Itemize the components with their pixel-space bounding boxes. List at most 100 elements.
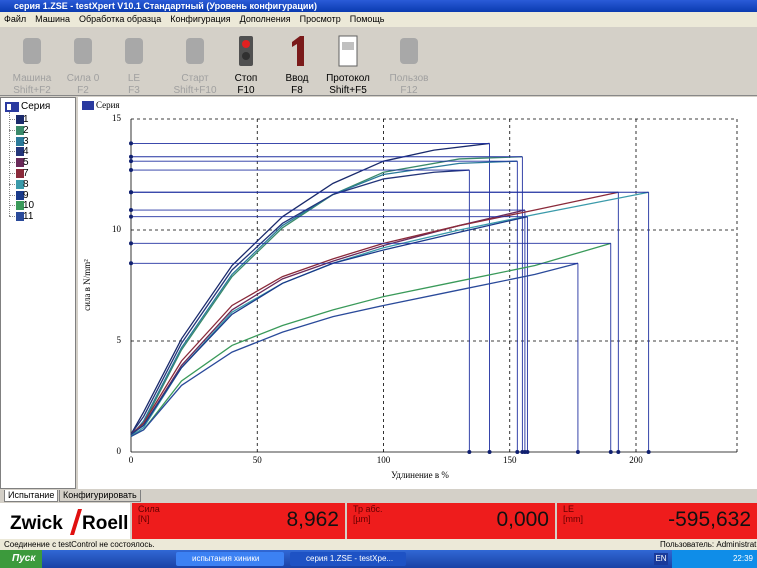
button-icon	[394, 34, 424, 68]
tree-trunk	[9, 112, 10, 216]
task-button[interactable]: серия 1.ZSE - testXpe...	[290, 552, 406, 566]
readout-unit: [mm]	[563, 514, 583, 524]
tree-item[interactable]: 4	[23, 146, 29, 157]
menu-item[interactable]: Дополнения	[240, 14, 291, 24]
tree-item[interactable]: 3	[23, 136, 29, 147]
icon-shape	[400, 38, 418, 64]
button-icon	[180, 34, 210, 68]
break-marker-y	[129, 168, 133, 172]
root-icon	[5, 102, 19, 112]
y-tick-label: 0	[117, 446, 122, 456]
series-line	[131, 192, 618, 434]
tree-item[interactable]: 5	[23, 157, 29, 168]
break-marker-x	[616, 450, 620, 454]
menu-item[interactable]: Просмотр	[300, 14, 341, 24]
button-label: Старт	[171, 73, 219, 84]
button-icon	[17, 34, 47, 68]
button-label: Стоп	[222, 73, 270, 84]
icon-shape	[23, 38, 41, 64]
task-button[interactable]: испытания хиники	[176, 552, 284, 566]
tree-item[interactable]: 7	[23, 168, 29, 179]
menu-item[interactable]: Файл	[4, 14, 26, 24]
button-icon	[333, 34, 363, 68]
button-key: F12	[385, 85, 433, 96]
x-tick-label: 150	[503, 455, 517, 465]
tree-item[interactable]: 8	[23, 179, 29, 190]
brand-right: Roell	[82, 513, 128, 535]
icon-shape	[125, 38, 143, 64]
tab[interactable]: Испытание	[4, 490, 58, 502]
tree-item[interactable]: 10	[23, 200, 34, 211]
readout-unit: [N]	[138, 514, 150, 524]
status-message: Соединение с testControl не состоялось.	[4, 539, 155, 550]
icon-shape	[74, 38, 92, 64]
chart-icon	[82, 101, 94, 110]
break-marker-x	[525, 450, 529, 454]
icon-shape	[242, 52, 250, 60]
readout-panel: Тр абс.[µm]0,000	[345, 503, 555, 539]
break-marker-x	[488, 450, 492, 454]
icon-shape	[292, 36, 304, 66]
readout-value: -595,632	[668, 508, 751, 532]
start-button[interactable]: Пуск	[0, 550, 42, 568]
button-label: Сила 0	[59, 73, 107, 84]
button-key: F10	[222, 85, 270, 96]
readout-unit: [µm]	[353, 514, 371, 524]
break-marker-y	[129, 208, 133, 212]
break-marker-y	[129, 190, 133, 194]
button-key: Shift+F5	[324, 85, 372, 96]
series-line	[131, 143, 490, 434]
menu-item[interactable]: Помощь	[350, 14, 385, 24]
series-line	[131, 161, 517, 436]
readout-value: 8,962	[286, 508, 339, 532]
button-key: Shift+F2	[8, 85, 56, 96]
menu-item[interactable]: Конфигурация	[170, 14, 230, 24]
readout-bar: Zwick Roell Сила[N]8,962Тр абс.[µm]0,000…	[0, 503, 757, 539]
tab[interactable]: Конфигурировать	[59, 490, 141, 502]
readout-name: LE	[563, 504, 574, 514]
y-tick-label: 10	[112, 224, 122, 234]
tree-item[interactable]: 2	[23, 125, 29, 136]
break-marker-x	[609, 450, 613, 454]
menu-item[interactable]: Машина	[35, 14, 70, 24]
tree-item[interactable]: 1	[23, 114, 29, 125]
icon-shape	[242, 40, 250, 48]
break-marker-y	[129, 141, 133, 145]
x-axis-label: Удлинение в %	[391, 470, 449, 480]
break-marker-y	[129, 215, 133, 219]
break-marker-x	[647, 450, 651, 454]
icon-shape	[339, 36, 357, 66]
x-tick-label: 0	[129, 455, 134, 465]
button-label: Пользов	[385, 73, 433, 84]
screen: серия 1.ZSE - testXpert V10.1 Стандартны…	[0, 0, 757, 568]
tree-root[interactable]: Серия	[21, 101, 50, 112]
button-icon	[119, 34, 149, 68]
tree-item[interactable]: 9	[23, 190, 29, 201]
y-tick-label: 5	[117, 335, 122, 345]
menu-bar: Файл Машина Обработка образца Конфигурация Д…	[0, 12, 757, 27]
menu-item[interactable]: Обработка образца	[79, 14, 161, 24]
button-label: LE	[110, 73, 158, 84]
toolbar: МашинаShift+F2Сила 0F2LEF3 СтартShift+F10…	[0, 28, 757, 96]
series-line	[131, 192, 649, 436]
break-marker-y	[129, 159, 133, 163]
language[interactable]: EN	[654, 553, 668, 565]
button-label: Протокол	[324, 73, 372, 84]
taskbar: Пуск EN 22:39 испытания хиникисерия 1.ZS…	[0, 550, 757, 568]
brand-slash	[70, 509, 82, 535]
tree-item[interactable]: 11	[23, 211, 33, 222]
readout-panel: LE[mm] -595,632	[555, 503, 757, 539]
break-marker-x	[467, 450, 471, 454]
break-marker-y	[129, 155, 133, 159]
brand-left: Zwick	[10, 513, 63, 535]
